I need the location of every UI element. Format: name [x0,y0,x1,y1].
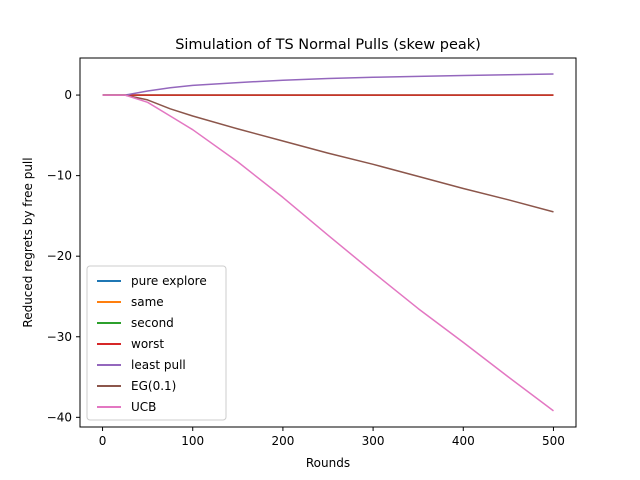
legend: pure explore same second worst least pull EG(… [86,265,227,421]
series-line-least-pull [102,73,554,96]
axes-frame [79,57,577,428]
y-tick-label: −20 [47,249,72,263]
legend-label: worst [131,337,164,351]
legend-label: least pull [131,358,186,372]
x-tick-label: 0 [99,434,107,448]
series-line-eg-0-1 [102,94,554,213]
legend-label: second [131,316,174,330]
legend-label: same [131,295,164,309]
y-axis-label: Reduced regrets by free pull [21,157,35,327]
x-tick-label: 500 [542,434,565,448]
legend-label: EG(0.1) [131,379,176,393]
y-tick-label: 0 [64,88,72,102]
legend-box [86,265,227,421]
x-tick-label: 300 [362,434,385,448]
series-line-ucb [102,94,554,412]
legend-label: pure explore [131,274,207,288]
y-tick-label: −10 [47,169,72,183]
chart-title: Simulation of TS Normal Pulls (skew peak… [175,37,481,53]
x-tick-label: 200 [271,434,294,448]
y-axis: −40 −30 −20 −10 0 [47,88,80,424]
x-tick-label: 100 [181,434,204,448]
x-axis-label: Rounds [306,456,350,470]
x-axis: 0 100 200 300 400 500 [99,427,565,448]
y-tick-label: −30 [47,330,72,344]
legend-label: UCB [131,400,156,414]
y-tick-label: −40 [47,410,72,424]
x-tick-label: 400 [452,434,475,448]
plot-lines [102,73,554,412]
